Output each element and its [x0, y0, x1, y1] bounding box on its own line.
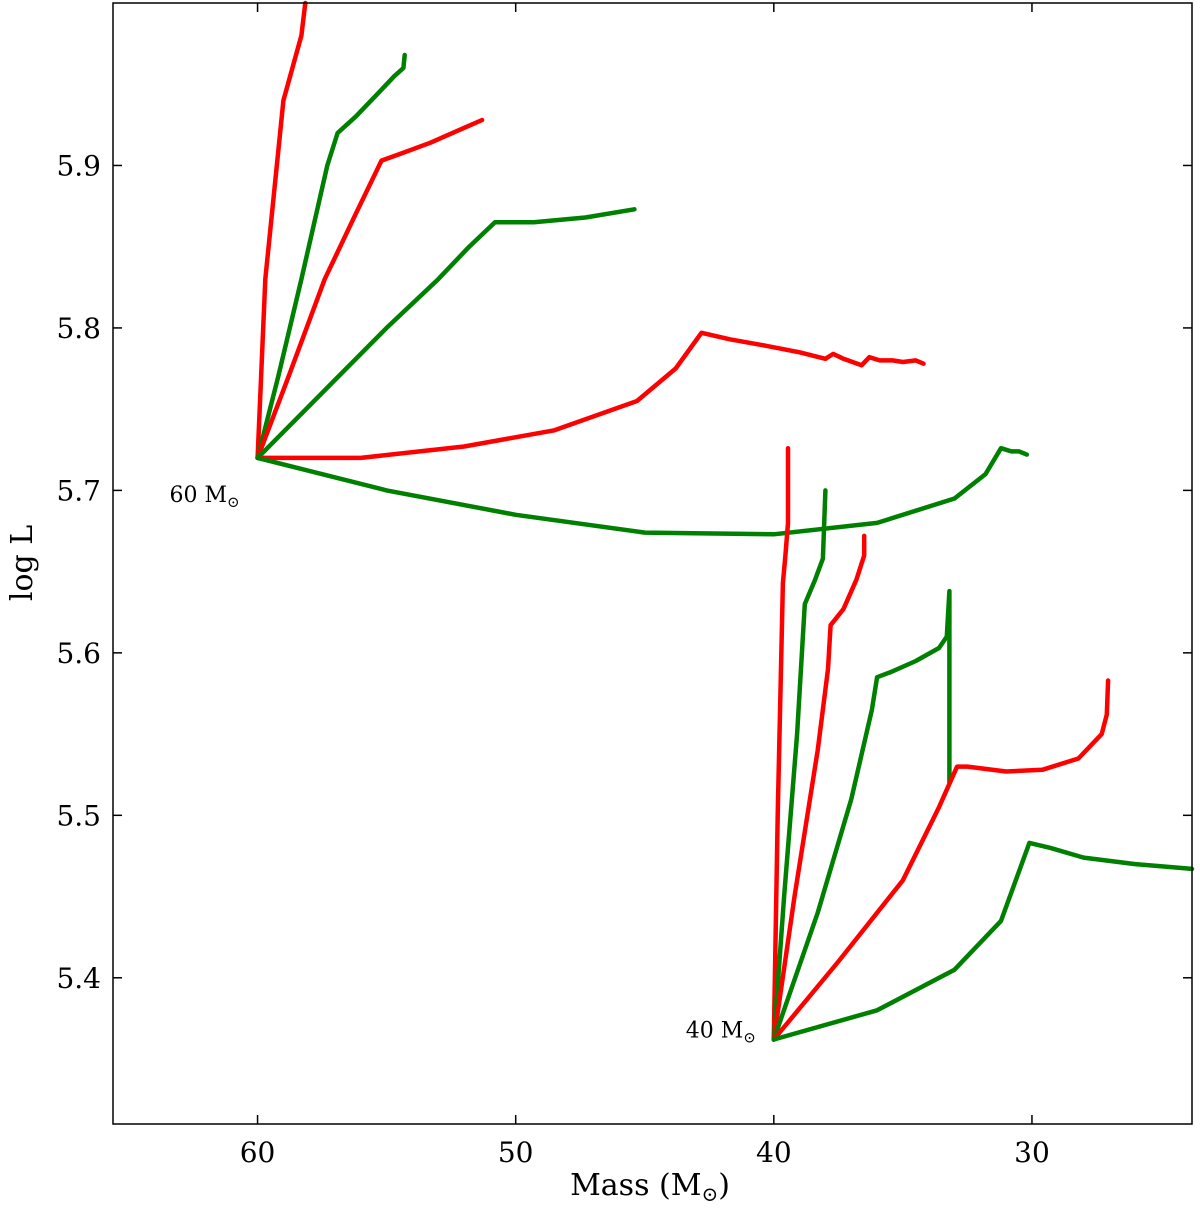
annotation-sun-symbol: ⊙ — [227, 493, 240, 511]
series-line-9-red — [771, 533, 867, 1042]
series-line-5-red — [255, 330, 926, 461]
y-tick-label: 5.8 — [56, 312, 101, 345]
annotation-text: 60 M — [169, 483, 227, 508]
y-axis-label: log L — [5, 525, 40, 601]
y-tick-label: 5.5 — [56, 799, 101, 832]
x-tick-label: 30 — [1014, 1136, 1050, 1169]
series-line-6-green — [255, 445, 1030, 537]
y-tick-label: 5.6 — [56, 637, 101, 670]
series-line-10-green — [771, 588, 952, 1042]
x-axis-label-close: ) — [718, 1168, 730, 1203]
x-axis-label-main: Mass (M — [570, 1168, 701, 1203]
series-line-8-green — [771, 488, 828, 1042]
y-tick-label: 5.4 — [56, 962, 101, 995]
x-axis-label: Mass (M⊙) — [570, 1168, 730, 1206]
y-tick-label: 5.9 — [56, 149, 101, 182]
annotation-ann60: 60 M⊙ — [169, 483, 239, 511]
x-tick-label: 50 — [498, 1136, 534, 1169]
annotation-text: 40 M — [686, 1019, 744, 1044]
plot-frame — [112, 2, 1193, 1125]
x-tick-label: 60 — [240, 1136, 276, 1169]
x-tick-label: 40 — [756, 1136, 792, 1169]
series-line-2-green — [255, 52, 407, 461]
annotation-sun-symbol: ⊙ — [743, 1029, 756, 1047]
series-line-1-red — [255, 0, 308, 461]
mass-annotations: 60 M⊙40 M⊙ — [169, 483, 755, 1047]
x-axis-label-sub: ⊙ — [701, 1182, 718, 1206]
y-axis-ticks: 5.4 5.5 5.6 5.7 5.8 5.9 — [56, 149, 1192, 995]
series-line-4-green — [255, 207, 637, 461]
annotation-ann40: 40 M⊙ — [686, 1019, 756, 1047]
series-line-12-green — [771, 840, 1195, 1042]
x-axis-ticks: 60 50 40 30 — [240, 3, 1050, 1169]
evolution-tracks — [255, 0, 1195, 1042]
series-line-3-red — [255, 117, 485, 461]
y-tick-label: 5.7 — [56, 474, 101, 507]
series-line-7-red — [771, 445, 791, 1042]
series-line-11-red — [771, 678, 1111, 1042]
